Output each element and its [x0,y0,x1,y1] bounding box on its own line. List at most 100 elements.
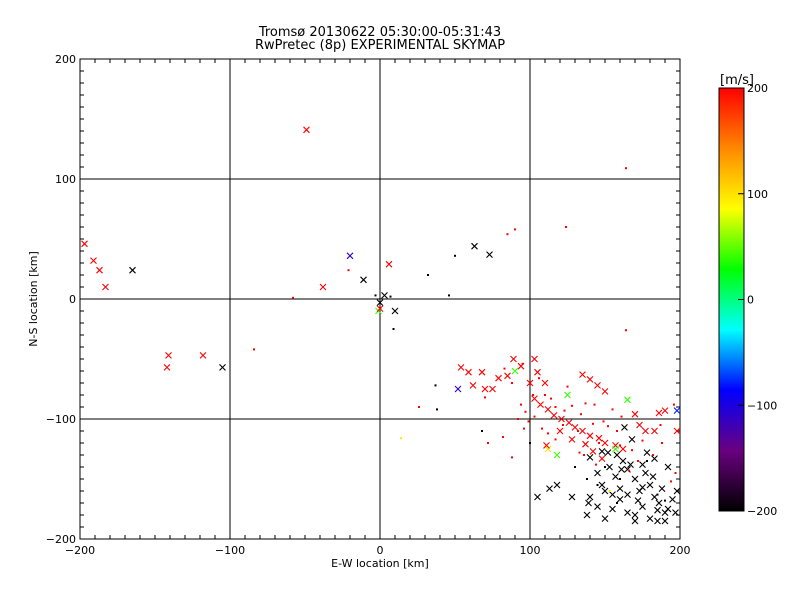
data-point-dot [664,499,666,502]
data-point-dot [574,466,576,468]
data-point-dot [656,493,659,496]
data-point-dot [511,456,513,459]
x-tick-label: 200 [670,544,691,557]
data-point-cross [642,427,649,435]
data-point-dot [292,296,294,299]
data-point-cross [601,388,609,395]
data-point-cross [534,368,541,376]
y-tick-label: 0 [69,293,76,306]
data-point-cross [102,283,109,291]
data-point-cross [586,454,594,461]
data-point-cross [606,463,613,471]
data-point-dot [520,403,522,406]
data-point-cross [346,252,354,260]
data-point-cross [457,364,465,371]
data-point-dot [619,444,621,447]
data-point-cross [621,424,628,431]
data-point-cross [673,487,681,495]
data-point-dot [586,478,588,480]
data-point-cross [594,382,601,389]
data-point-dot [523,427,525,430]
data-point-dot [584,402,587,405]
data-point-cross [628,436,636,443]
data-point-dot [538,377,540,380]
data-point-cross [661,517,669,525]
data-point-dot [620,415,623,418]
data-point-cross [604,449,612,456]
data-point-cross [465,368,472,376]
data-point-cross [495,374,502,382]
data-point-cross [643,449,651,456]
data-point-dot [661,442,663,444]
data-point-cross [631,475,639,483]
data-point-cross [454,385,462,393]
data-point-cross [486,251,493,258]
data-point-cross [589,448,597,455]
data-point-cross [526,379,534,387]
colorbar-tick-label: 0 [747,294,754,307]
data-point-cross [598,455,606,462]
data-point-cross [163,364,171,371]
data-point-cross [598,481,606,489]
data-point-cross [609,505,616,513]
data-point-cross [582,440,589,448]
colorbar-tick-label: −100 [747,399,777,412]
data-point-cross [664,463,672,471]
data-point-dot [524,410,527,413]
data-point-dot [392,328,395,330]
data-point-cross [471,242,478,250]
data-point-cross [586,432,594,440]
data-point-cross [636,421,643,429]
data-point-dot [625,167,627,170]
data-point-cross [571,424,579,431]
data-point-cross [489,385,496,393]
data-point-cross [631,410,639,418]
data-point-cross [616,496,624,503]
data-point-cross [541,379,549,387]
data-point-dot [427,274,429,276]
data-point-cross [619,457,627,465]
data-point-dot [611,408,614,411]
data-point-dot [517,418,519,420]
data-point-cross [534,493,541,501]
data-point-dot [631,449,633,452]
data-point-dot [418,406,420,408]
data-point-dot [616,502,618,504]
data-point-cross [672,509,679,516]
data-point-dot [565,226,567,228]
data-point-dot [389,295,392,298]
data-point-cross [646,481,654,489]
data-point-dot [604,466,606,468]
data-point-cross [504,372,511,380]
data-point-dot [628,469,630,472]
data-point-cross [673,427,681,435]
data-point-cross [649,473,657,480]
y-tick-label: 200 [55,53,76,66]
data-point-dot [571,404,573,407]
data-point-cross [565,419,573,426]
data-point-cross [627,461,634,468]
data-point-dot [374,294,377,297]
data-point-dot [674,472,677,474]
data-point-dot [487,442,489,444]
data-point-cross [651,455,658,462]
data-point-cross [624,509,631,516]
data-point-dot [547,432,549,435]
data-point-cross [661,407,669,414]
data-point-dot [529,442,531,444]
data-point-dot [670,480,672,483]
data-point-dot [598,442,600,444]
data-point-dot [544,394,546,396]
data-point-cross [595,434,603,442]
data-point-dot [506,233,509,236]
data-point-dot [646,460,648,462]
x-tick-label: 0 [377,544,384,557]
data-point-cross [96,266,103,274]
data-point-cross [81,240,88,248]
data-point-dot [448,294,450,297]
data-point-cross [585,499,592,507]
data-point-cross [639,484,646,491]
data-point-cross [381,292,388,299]
